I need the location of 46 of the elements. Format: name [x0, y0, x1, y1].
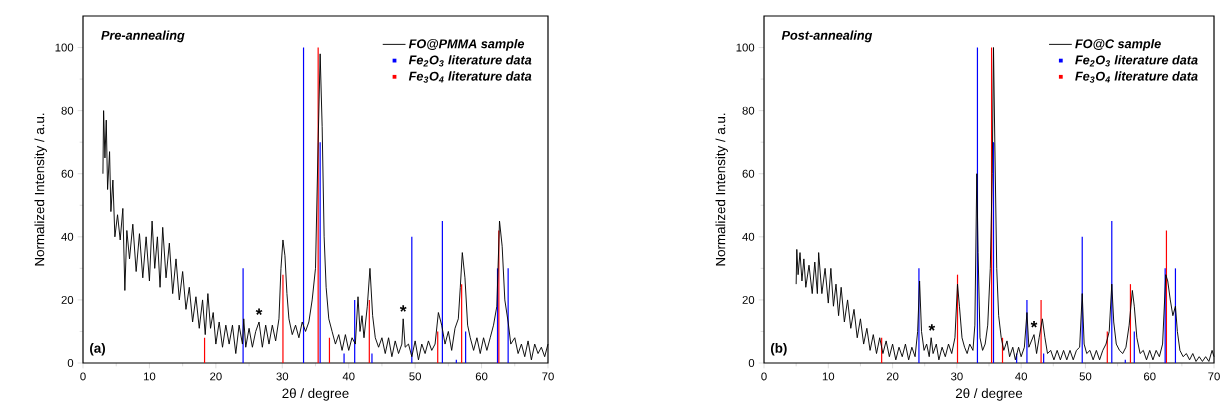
annotation: (b)	[770, 343, 787, 356]
legend-label: Fe$_{3}$O$_{4}$ literature data	[1075, 71, 1198, 83]
x-tick-label: 0	[761, 372, 767, 381]
y-tick-label: 60	[61, 169, 74, 178]
x-tick-label: 50	[1079, 372, 1092, 381]
x-tick-label: 0	[80, 372, 86, 381]
text: Pre-annealing	[101, 30, 185, 43]
x-tick-label: 50	[409, 372, 421, 381]
y-tick-label: 100	[55, 43, 74, 52]
x-tick-label: 70	[542, 372, 554, 381]
x-tick-label: 30	[276, 372, 289, 381]
x-axis-title: 2θ / degree	[282, 388, 349, 401]
y-tick-label: 0	[67, 359, 74, 368]
x-tick-label: 20	[210, 372, 222, 381]
y-tick-label: 80	[742, 106, 755, 115]
x-axis-title: 2θ / degree	[955, 388, 1023, 401]
text: Post-annealing	[781, 30, 873, 43]
legend-label: Fe$_{3}$O$_{4}$ literature data	[408, 71, 532, 83]
legend-label: Fe$_{2}$O$_{3}$ literature data	[408, 55, 532, 67]
x-tick-label: 70	[1208, 372, 1220, 381]
annotation: *	[928, 324, 936, 331]
x-tick-label: 60	[1144, 372, 1156, 381]
x-tick-label: 20	[886, 372, 899, 381]
annotation: *	[1030, 321, 1038, 328]
y-tick-label: 60	[742, 169, 755, 178]
x-tick-label: 10	[822, 372, 835, 381]
x-tick-label: 40	[1015, 372, 1028, 381]
x-tick-label: 40	[342, 372, 355, 381]
legend-label: Fe$_{2}$O$_{3}$ literature data	[1075, 55, 1198, 67]
y-tick-label: 100	[736, 43, 755, 52]
y-axis-title: Normalized Intensity / a.u.	[34, 113, 47, 266]
y-tick-label: 40	[61, 232, 74, 241]
x-tick-label: 10	[143, 372, 156, 381]
annotation: *	[255, 308, 263, 315]
y-tick-label: 40	[742, 232, 755, 241]
annotation: (a)	[90, 343, 106, 356]
x-tick-label: 30	[951, 372, 963, 381]
y-tick-label: 20	[61, 295, 74, 304]
y-tick-label: 80	[61, 106, 74, 115]
legend-label: FO@C sample	[1075, 38, 1161, 51]
y-tick-label: 20	[742, 295, 755, 304]
y-tick-label: 0	[748, 359, 755, 368]
annotation: *	[399, 305, 407, 312]
x-tick-label: 60	[475, 372, 488, 381]
y-axis-title: Normalized Intensity / a.u.	[715, 113, 728, 266]
legend-label: FO@PMMA sample	[408, 38, 525, 51]
